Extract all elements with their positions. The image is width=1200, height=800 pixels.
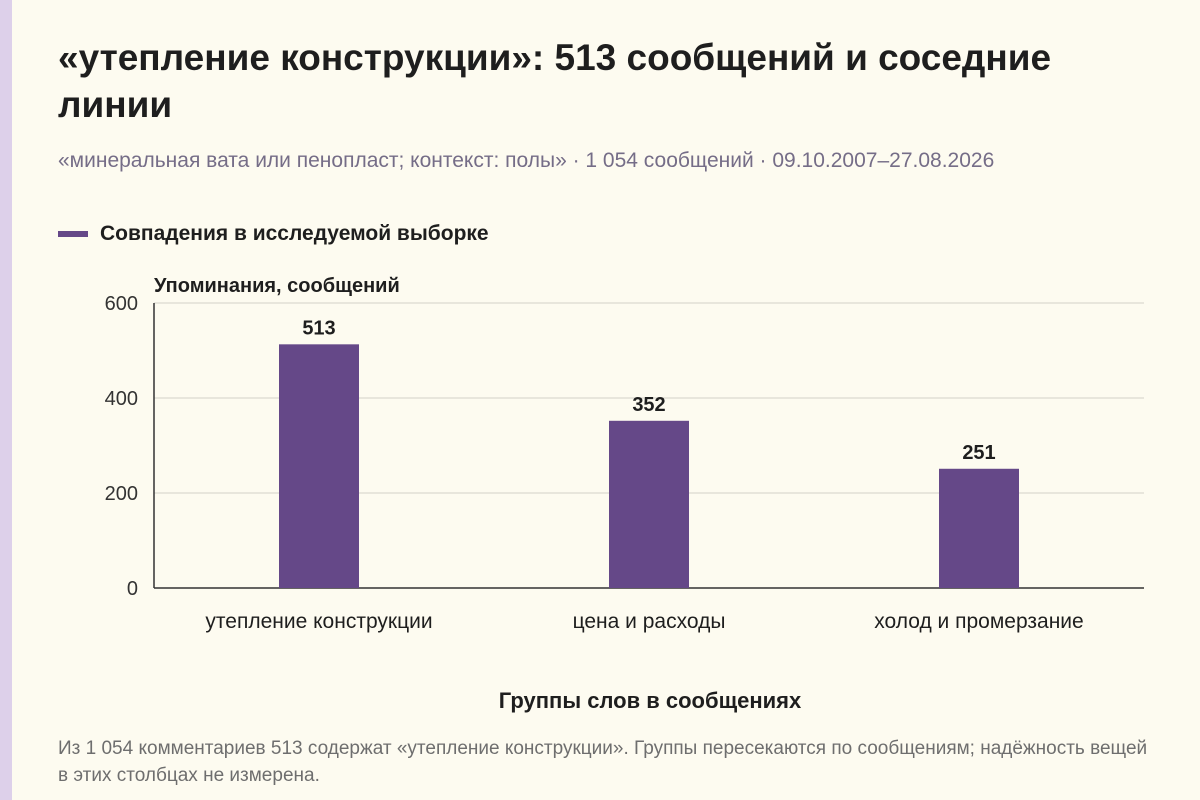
footnote: Из 1 054 комментариев 513 содержат «утеп… bbox=[58, 738, 1148, 786]
y-tick-label: 600 bbox=[105, 293, 138, 315]
y-tick-label: 400 bbox=[105, 388, 138, 410]
legend: Совпадения в исследуемой выборке bbox=[58, 219, 489, 249]
bar-value-label: 513 bbox=[302, 317, 335, 339]
bar bbox=[279, 344, 359, 588]
y-tick-label: 200 bbox=[105, 483, 138, 505]
bar bbox=[939, 468, 1019, 588]
x-tick-label: утепление конструкции bbox=[205, 610, 432, 633]
y-tick-label: 0 bbox=[127, 578, 138, 600]
page-subtitle: «минеральная вата или пенопласт; контекс… bbox=[58, 149, 995, 172]
bar-value-label: 352 bbox=[632, 394, 665, 416]
y-axis-title: Упоминания, сообщений bbox=[154, 275, 400, 297]
bar bbox=[609, 420, 689, 588]
x-tick-label: цена и расходы bbox=[573, 610, 726, 633]
x-axis-title: Группы слов в сообщениях bbox=[499, 688, 802, 713]
legend-label: Совпадения в исследуемой выборке bbox=[100, 222, 489, 245]
bar-value-label: 251 bbox=[962, 442, 995, 464]
legend-swatch bbox=[58, 231, 88, 237]
accent-strip bbox=[0, 0, 12, 800]
x-tick-label: холод и промерзание bbox=[874, 610, 1083, 633]
page-title: «утепление конструкции»: 513 сообщений и… bbox=[58, 37, 1052, 125]
